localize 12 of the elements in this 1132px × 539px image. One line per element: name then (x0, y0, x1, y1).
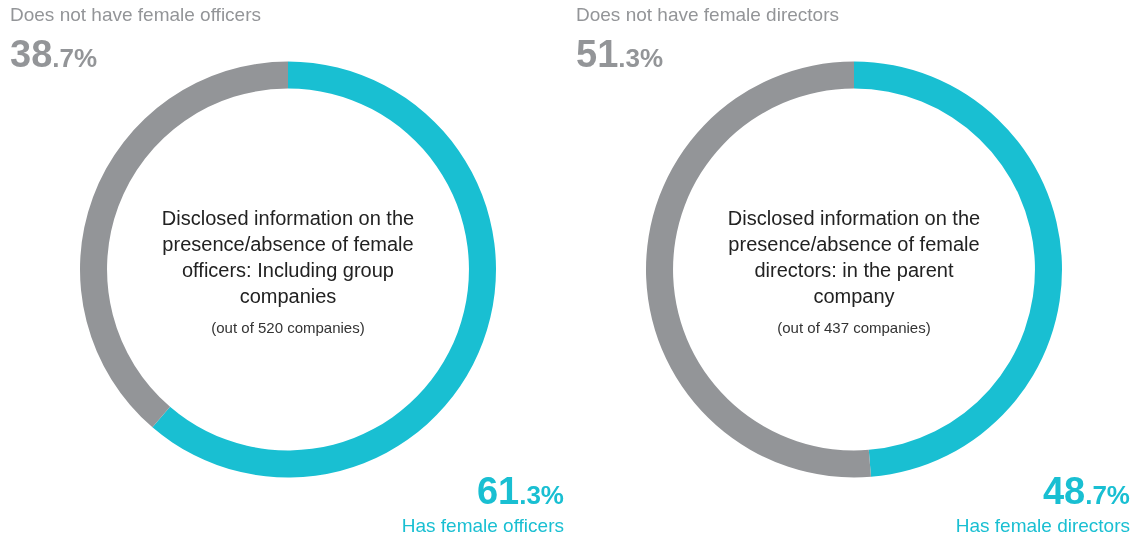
text: (out of 520 companies) (211, 318, 365, 336)
text: Disclosed information on the presence/absence of female directors: in the parent company (726, 205, 982, 309)
data-label: 38.7% (10, 33, 99, 77)
data-label: 51.3% (576, 33, 665, 77)
slice-label: Has female officers (401, 515, 564, 537)
slice-label: Does not have female directors (576, 4, 839, 26)
data-label: 61.3% (475, 470, 564, 514)
slice-label: Does not have female officers (10, 4, 262, 26)
slice-label: Has female directors (955, 515, 1130, 537)
text: (out of 437 companies) (777, 318, 931, 336)
data-label: 48.7% (1041, 470, 1130, 514)
text: Disclosed information on the presence/absence of female officers: Including group companies (160, 205, 416, 309)
